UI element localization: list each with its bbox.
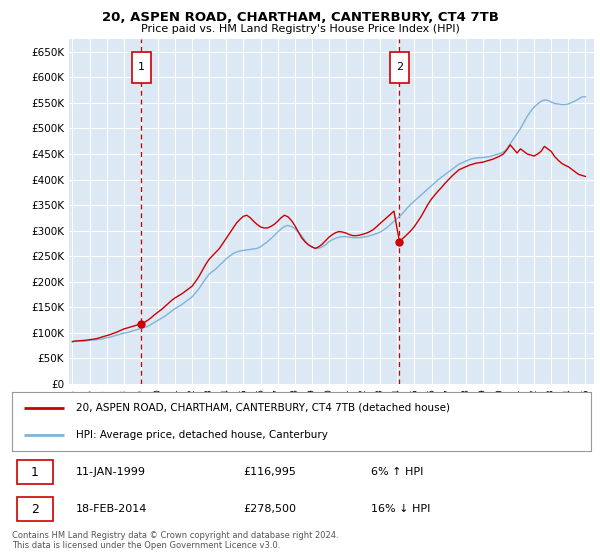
Text: 20, ASPEN ROAD, CHARTHAM, CANTERBURY, CT4 7TB (detached house): 20, ASPEN ROAD, CHARTHAM, CANTERBURY, CT… bbox=[76, 403, 449, 413]
FancyBboxPatch shape bbox=[132, 52, 151, 82]
Text: 11-JAN-1999: 11-JAN-1999 bbox=[76, 467, 146, 477]
Text: 6% ↑ HPI: 6% ↑ HPI bbox=[371, 467, 424, 477]
Text: 2: 2 bbox=[31, 502, 38, 516]
Text: £116,995: £116,995 bbox=[244, 467, 296, 477]
Text: 2: 2 bbox=[396, 62, 403, 72]
Text: 18-FEB-2014: 18-FEB-2014 bbox=[76, 504, 147, 514]
Text: 16% ↓ HPI: 16% ↓ HPI bbox=[371, 504, 430, 514]
Text: Contains HM Land Registry data © Crown copyright and database right 2024.
This d: Contains HM Land Registry data © Crown c… bbox=[12, 531, 338, 550]
Text: 1: 1 bbox=[31, 465, 38, 479]
Text: 20, ASPEN ROAD, CHARTHAM, CANTERBURY, CT4 7TB: 20, ASPEN ROAD, CHARTHAM, CANTERBURY, CT… bbox=[101, 11, 499, 24]
FancyBboxPatch shape bbox=[390, 52, 409, 82]
Text: 1: 1 bbox=[138, 62, 145, 72]
Text: HPI: Average price, detached house, Canterbury: HPI: Average price, detached house, Cant… bbox=[76, 430, 328, 440]
FancyBboxPatch shape bbox=[17, 497, 53, 521]
FancyBboxPatch shape bbox=[17, 460, 53, 484]
Text: £278,500: £278,500 bbox=[244, 504, 296, 514]
Text: Price paid vs. HM Land Registry's House Price Index (HPI): Price paid vs. HM Land Registry's House … bbox=[140, 24, 460, 34]
